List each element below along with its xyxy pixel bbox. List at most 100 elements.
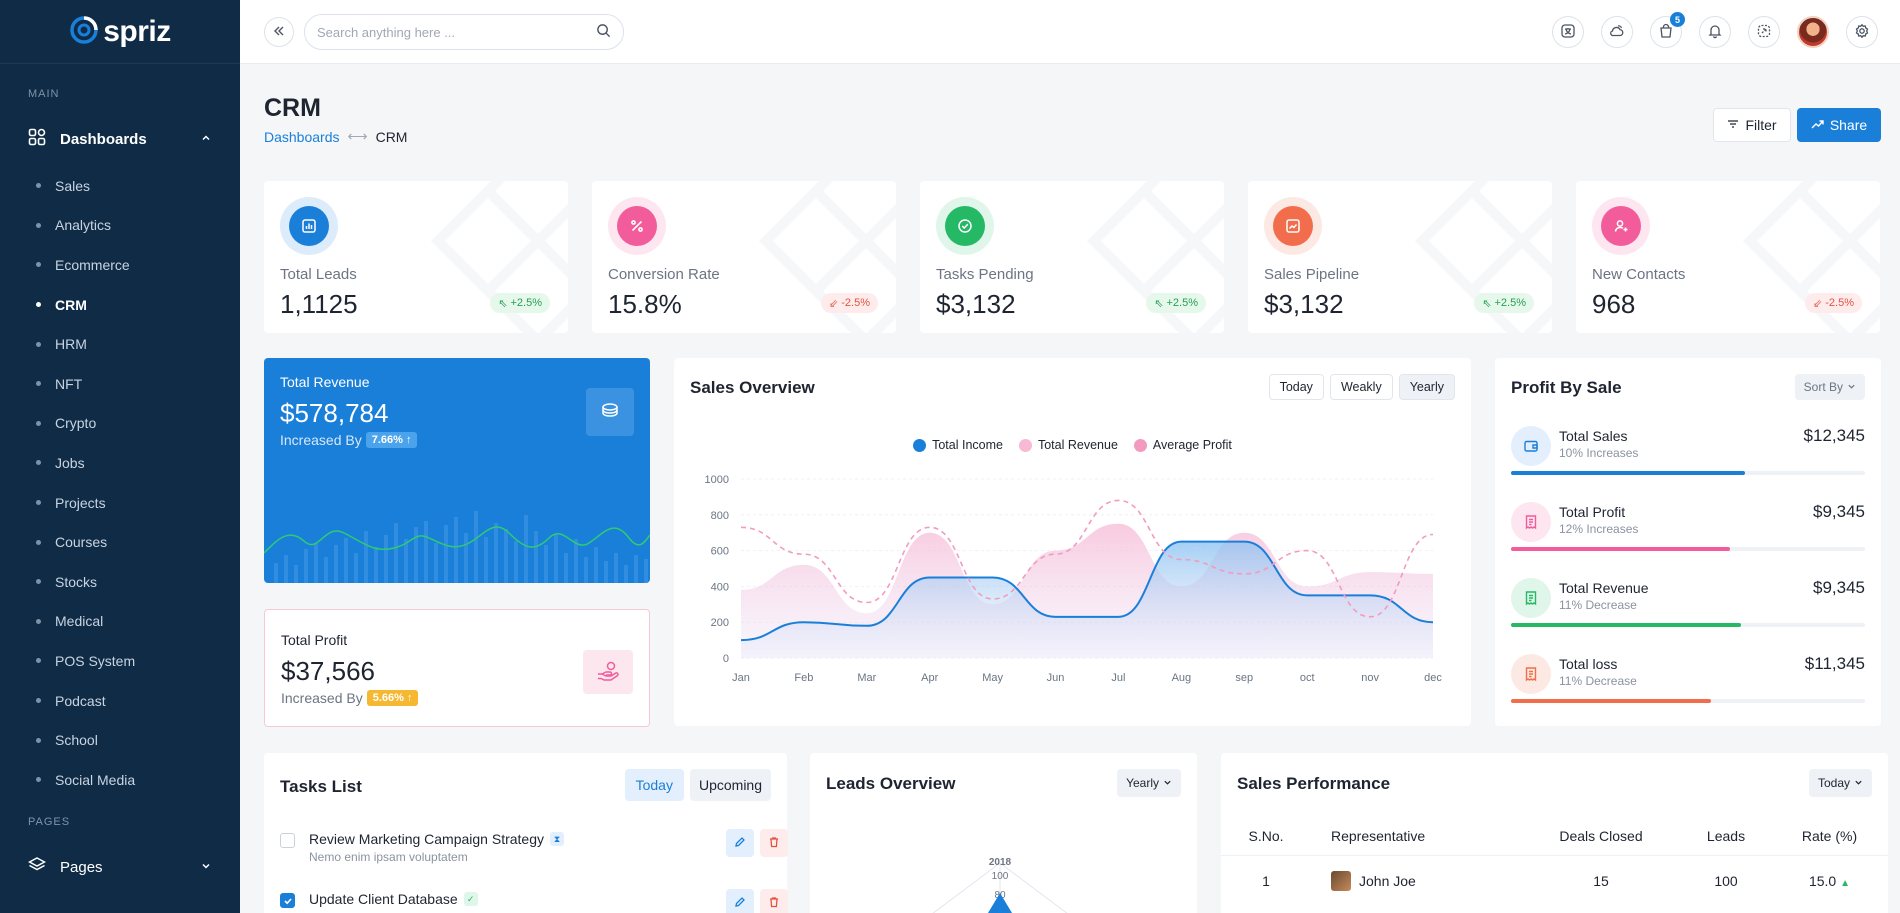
sparkline-bar <box>624 565 628 583</box>
notifications-button[interactable] <box>1699 16 1731 48</box>
sidebar-item-nft[interactable]: NFT <box>0 364 240 404</box>
filter-weakly[interactable]: Weakly <box>1329 374 1393 400</box>
edit-task-button[interactable] <box>726 829 754 857</box>
sidebar-item-projects[interactable]: Projects <box>0 483 240 523</box>
task-checkbox[interactable] <box>280 893 295 908</box>
sidebar-item-analytics[interactable]: Analytics <box>0 206 240 246</box>
edit-icon <box>734 835 746 851</box>
tab-upcoming[interactable]: Upcoming <box>689 769 771 801</box>
sidebar-item-sales[interactable]: Sales <box>0 166 240 206</box>
row-leads: 100 <box>1681 854 1771 907</box>
share-button[interactable]: Share <box>1797 108 1881 142</box>
leads-filter-button[interactable]: Yearly <box>1117 769 1181 797</box>
stat-label: Conversion Rate <box>608 266 720 283</box>
sidebar-dashboards[interactable]: Dashboards <box>0 122 240 156</box>
legend-item[interactable]: Total Revenue <box>1018 438 1118 452</box>
table-row[interactable]: 1 John Joe 15 100 15.0 ▲ <box>1221 854 1888 907</box>
search-input[interactable] <box>317 24 596 40</box>
sidebar-item-crypto[interactable]: Crypto <box>0 404 240 444</box>
chevron-down-icon <box>1854 776 1863 790</box>
bullet-icon <box>36 420 41 426</box>
edit-task-button[interactable] <box>726 889 754 913</box>
legend-swatch <box>1018 438 1032 452</box>
sidebar-item-social-media[interactable]: Social Media <box>0 760 240 800</box>
breadcrumb-current: CRM <box>375 128 408 145</box>
sidebar-item-pos-system[interactable]: POS System <box>0 641 240 681</box>
x-tick-label: dec <box>1424 672 1442 684</box>
profit-row-total-sales: Total Sales 10% Increases $12,345 <box>1511 426 1865 496</box>
profit-row-sub: 12% Increases <box>1559 522 1639 536</box>
sparkline-bar <box>494 523 498 583</box>
filter-button[interactable]: Filter <box>1713 108 1791 142</box>
legend-item[interactable]: Average Profit <box>1133 438 1232 452</box>
translate-button[interactable] <box>1552 16 1584 48</box>
sparkline-bar <box>604 561 608 583</box>
sparkline-bar <box>374 547 378 583</box>
collapse-sidebar-button[interactable] <box>264 17 294 47</box>
settings-button[interactable] <box>1846 16 1878 48</box>
cart-button[interactable]: 5 <box>1650 12 1685 48</box>
fullscreen-button[interactable] <box>1748 16 1780 48</box>
arrow-up-left-icon: ⇖ <box>1482 297 1492 310</box>
sort-by-button[interactable]: Sort By <box>1794 374 1865 400</box>
sidebar-item-medical[interactable]: Medical <box>0 602 240 642</box>
legend-label: Total Income <box>932 438 1003 452</box>
delete-task-button[interactable] <box>760 889 788 913</box>
sidebar-item-school[interactable]: School <box>0 720 240 760</box>
breadcrumb-dashboards-link[interactable]: Dashboards <box>264 128 340 145</box>
leads-filter-label: Yearly <box>1126 776 1159 790</box>
bullet-icon <box>36 302 41 308</box>
legend-item[interactable]: Total Income <box>913 438 1003 452</box>
stat-value: 1,1125 <box>280 289 358 319</box>
y-tick-label: 600 <box>711 546 729 558</box>
sidebar-item-label: CRM <box>55 296 87 313</box>
sidebar-item-podcast[interactable]: Podcast <box>0 681 240 721</box>
filter-today[interactable]: Today <box>1268 374 1324 400</box>
legend-swatch <box>913 438 927 452</box>
profit-row-sub: 10% Increases <box>1559 446 1639 460</box>
bullet-icon <box>36 539 41 545</box>
radar-axis <box>999 862 1068 913</box>
leads-radar-chart: 2018 100 80 <box>932 857 1068 913</box>
row-representative: John Joe <box>1311 854 1521 907</box>
sidebar-item-stocks[interactable]: Stocks <box>0 562 240 602</box>
profit-row-amount: $9,345 <box>1813 578 1865 597</box>
tab-today[interactable]: Today <box>624 769 684 801</box>
filter-yearly[interactable]: Yearly <box>1398 374 1455 400</box>
avatar[interactable] <box>1797 16 1829 48</box>
sidebar-item-courses[interactable]: Courses <box>0 522 240 562</box>
delete-task-button[interactable] <box>760 829 788 857</box>
sidebar-item-label: POS System <box>55 652 136 669</box>
profit-row-amount: $9,345 <box>1813 502 1865 521</box>
weather-button[interactable] <box>1601 16 1633 48</box>
profit-title: Total Profit <box>281 632 348 648</box>
legend-label: Total Revenue <box>1037 438 1118 452</box>
sidebar-item-label: Analytics <box>55 217 112 234</box>
sidebar-item-label: Podcast <box>55 692 106 709</box>
chevron-up-icon <box>200 131 212 148</box>
performance-filter-button[interactable]: Today <box>1808 769 1872 797</box>
stat-change-badge: ⇖ +2.5% <box>1474 293 1534 313</box>
radar-axis <box>932 862 1001 913</box>
sidebar-item-hrm[interactable]: HRM <box>0 324 240 364</box>
sparkline-bar <box>504 529 508 583</box>
sidebar-item-jobs[interactable]: Jobs <box>0 443 240 483</box>
brand[interactable]: spriz <box>0 0 240 64</box>
sidebar-pages[interactable]: Pages <box>0 850 240 884</box>
bullet-icon <box>36 381 41 387</box>
stat-icon-ring <box>280 197 338 255</box>
chevron-down-icon <box>200 859 212 876</box>
search-icon[interactable] <box>596 23 611 41</box>
profit-increase-label: Increased By <box>281 690 363 706</box>
x-tick-label: nov <box>1361 672 1379 684</box>
profit-increase: Increased By 5.66% ↑ <box>281 690 419 706</box>
card-pattern <box>430 181 568 333</box>
sparkline-bar <box>454 517 458 583</box>
x-tick-label: May <box>982 672 1003 684</box>
sales-overview-chart: 0 200 400 600 800 1000 Jan Feb Mar Apr May Jun Jul Au… <box>705 474 1443 684</box>
bullet-icon <box>36 579 41 585</box>
sidebar-item-crm[interactable]: CRM <box>0 285 240 325</box>
card-pattern <box>1086 181 1224 333</box>
sidebar-item-ecommerce[interactable]: Ecommerce <box>0 245 240 285</box>
task-checkbox[interactable] <box>280 833 295 848</box>
